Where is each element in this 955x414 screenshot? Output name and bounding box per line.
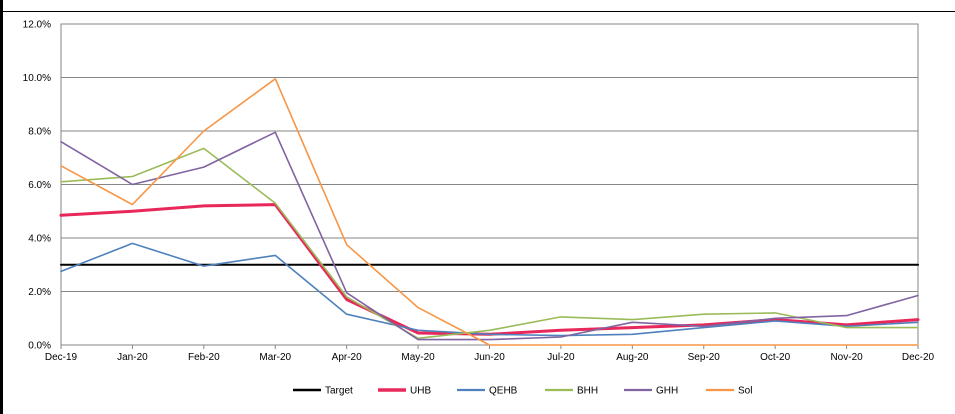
y-tick-label: 8.0% [28, 127, 51, 138]
series-line-ghh [60, 131, 919, 341]
x-tick-label: Feb-20 [188, 352, 220, 363]
legend-label-uhb: UHB [410, 386, 431, 397]
left-border [0, 0, 3, 414]
y-tick-label: 2.0% [28, 287, 51, 298]
y-tick-label: 0.0% [28, 341, 51, 352]
x-tick-label: Aug-20 [616, 352, 649, 363]
x-tick-label: Oct-20 [760, 352, 790, 363]
legend-label-ghh: GHH [656, 386, 678, 397]
series-line-bhh [60, 147, 919, 340]
legend-label-sol: Sol [738, 386, 752, 397]
x-tick-label: Jan-20 [117, 352, 148, 363]
x-tick-label: Nov-20 [830, 352, 863, 363]
legend-label-bhh: BHH [577, 386, 598, 397]
x-tick-label: Mar-20 [259, 352, 291, 363]
series-line-sol [60, 78, 919, 346]
x-tick-label: Sep-20 [688, 352, 721, 363]
legend-label-target: Target [325, 386, 353, 397]
series-line-qehb [60, 242, 919, 337]
x-tick-label: Jun-20 [474, 352, 505, 363]
x-tick-label: Dec-19 [45, 352, 78, 363]
y-tick-label: 10.0% [23, 73, 51, 84]
x-tick-label: Dec-20 [902, 352, 935, 363]
x-tick-label: Jul-20 [547, 352, 575, 363]
series-line-uhb [59, 203, 920, 336]
y-tick-label: 12.0% [23, 20, 51, 31]
y-tick-label: 6.0% [28, 180, 51, 191]
x-tick-label: Apr-20 [332, 352, 362, 363]
x-tick-label: May-20 [401, 352, 435, 363]
y-tick-label: 4.0% [28, 234, 51, 245]
top-border [0, 11, 955, 12]
legend-label-qehb: QEHB [489, 386, 518, 397]
